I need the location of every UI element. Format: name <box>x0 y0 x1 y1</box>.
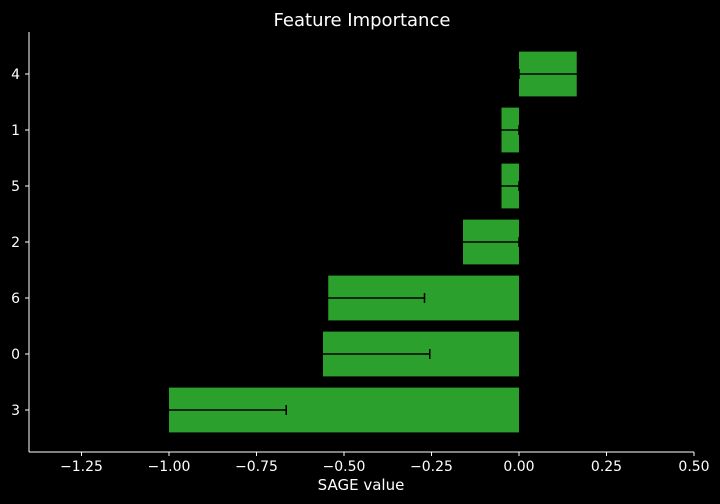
chart-title: Feature Importance <box>274 10 451 31</box>
x-axis-label: SAGE value <box>318 476 405 494</box>
x-tick-label-0: −1.25 <box>60 459 103 475</box>
x-tick-label-2: −0.75 <box>235 459 278 475</box>
x-tick-label-1: −1.00 <box>148 459 191 475</box>
y-tick-label-0: 0 <box>11 347 20 363</box>
error-bars-group <box>51 69 636 415</box>
y-tick-label-1: 1 <box>11 123 20 139</box>
x-tick-label-7: 0.50 <box>678 459 709 475</box>
x-tick-label-3: −0.50 <box>323 459 366 475</box>
y-tick-label-2: 2 <box>11 235 20 251</box>
y-tick-label-6: 6 <box>11 291 20 307</box>
y-tick-label-3: 3 <box>11 403 20 419</box>
x-tick-label-6: 0.25 <box>591 459 622 475</box>
x-tick-label-5: 0.00 <box>503 459 534 475</box>
y-tick-label-5: 5 <box>11 179 20 195</box>
x-tick-label-4: −0.25 <box>410 459 453 475</box>
x-axis-ticks: −1.25 −1.00 −0.75 −0.50 −0.25 0.00 0.25 0.50 <box>60 452 710 475</box>
y-axis-ticks: 4 1 5 2 6 0 3 <box>11 67 29 419</box>
y-tick-label-4: 4 <box>11 67 20 83</box>
